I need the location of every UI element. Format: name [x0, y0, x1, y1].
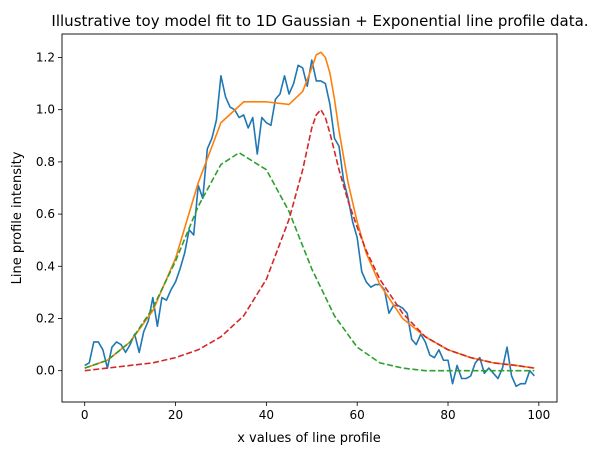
x-tick-label: 20 [168, 408, 183, 422]
y-tick-label: 1.2 [36, 50, 55, 64]
series-line-2 [84, 51, 535, 369]
y-tick-label: 1.0 [36, 103, 55, 117]
y-tick-label: 0.8 [36, 155, 55, 169]
x-tick-label: 60 [350, 408, 365, 422]
y-axis-label: Line profile intensity [10, 151, 25, 284]
series-group [84, 51, 535, 388]
y-axis-ticks: 0.0 0.2 0.4 0.6 0.8 1.0 1.2 [36, 50, 62, 378]
series-line-1 [84, 59, 535, 388]
axes-frame [61, 33, 558, 403]
x-axis-ticks: 0 20 40 60 80 100 [81, 402, 550, 422]
series-line-4 [84, 108, 535, 372]
y-tick-label: 0.0 [36, 364, 55, 378]
x-tick-label: 40 [259, 408, 274, 422]
x-axis-label: x values of line profile [237, 431, 381, 446]
x-tick-label: 0 [81, 408, 89, 422]
y-tick-label: 0.6 [36, 207, 55, 221]
y-tick-label: 0.2 [36, 311, 55, 325]
plot-area [61, 33, 558, 403]
x-tick-label: 80 [440, 408, 455, 422]
chart-title: Illustrative toy model fit to 1D Gaussia… [51, 12, 588, 30]
series-line-3 [84, 151, 535, 372]
x-tick-label: 100 [527, 408, 550, 422]
y-tick-label: 0.4 [36, 259, 55, 273]
